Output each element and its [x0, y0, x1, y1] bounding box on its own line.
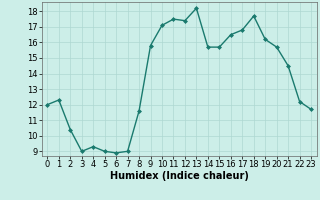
X-axis label: Humidex (Indice chaleur): Humidex (Indice chaleur) [110, 171, 249, 181]
